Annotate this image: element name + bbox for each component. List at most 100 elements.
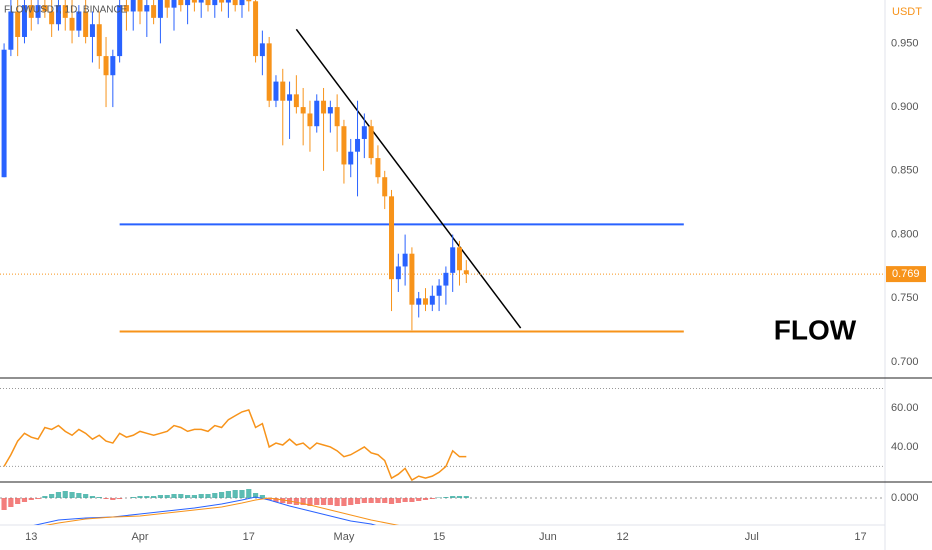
histogram-bar	[273, 498, 279, 502]
candle-body	[368, 126, 374, 159]
candle-body	[35, 5, 41, 18]
x-tick-label: 13	[25, 531, 37, 543]
last-price-label: 0.769	[892, 268, 920, 280]
histogram-bar	[130, 497, 136, 498]
candle-body	[198, 0, 204, 3]
candle-body	[205, 0, 211, 6]
x-tick-label: Apr	[131, 531, 148, 543]
histogram-bar	[341, 498, 347, 506]
histogram-bar	[110, 498, 116, 500]
histogram-bar	[103, 498, 109, 499]
candle-body	[178, 0, 184, 6]
histogram-bar	[388, 498, 395, 504]
trendline	[295, 28, 522, 329]
histogram-bar	[416, 498, 422, 501]
candle-body	[293, 94, 299, 108]
candle-body	[1, 49, 7, 178]
histogram-bar	[354, 498, 361, 504]
candle-body	[55, 5, 61, 25]
histogram-bar	[436, 497, 442, 498]
histogram-bar	[171, 494, 177, 498]
candle-body	[436, 285, 442, 296]
candle-body	[300, 107, 306, 114]
histogram-bar	[382, 498, 388, 503]
candle-body	[130, 0, 136, 12]
candle-body	[151, 5, 157, 18]
histogram-bar	[320, 498, 327, 505]
histogram-bar	[137, 496, 143, 498]
candle-body	[185, 0, 191, 6]
histogram-bar	[402, 498, 408, 502]
candle-body	[144, 5, 150, 12]
candle-body	[253, 1, 259, 57]
histogram-bar	[49, 494, 55, 498]
macd-line	[33, 496, 377, 525]
histogram-bar	[144, 496, 150, 498]
histogram-bar	[300, 498, 306, 505]
histogram-bar	[164, 495, 170, 498]
candle-body	[212, 0, 218, 6]
histogram-bar	[422, 498, 429, 500]
candle-body	[137, 0, 143, 12]
histogram-bar	[368, 498, 374, 503]
chart-title: FLOWUSDT, 1D, BINANCE	[4, 5, 128, 16]
histogram-bar	[450, 496, 456, 498]
candle-body	[76, 11, 82, 31]
histogram-bar	[218, 492, 225, 498]
macd-line	[44, 497, 400, 525]
candle-body	[62, 5, 68, 18]
histogram-bar	[239, 490, 245, 498]
candle-body	[123, 5, 129, 12]
histogram-bar	[42, 496, 48, 498]
last-price-box	[886, 266, 926, 283]
x-tick-label: May	[334, 531, 355, 543]
histogram-bar	[252, 493, 259, 498]
candle-body	[287, 94, 293, 101]
candle-body	[259, 43, 265, 57]
candle-body	[42, 5, 48, 12]
candle-body	[361, 126, 367, 139]
candle-body	[239, 0, 245, 6]
histogram-bar	[83, 494, 89, 498]
candle-body	[15, 11, 21, 37]
histogram-bar	[89, 496, 96, 498]
histogram-bar	[117, 498, 123, 499]
candle-body	[429, 295, 435, 305]
histogram-bar	[212, 493, 218, 498]
histogram-bar	[266, 498, 272, 500]
histogram-bar	[198, 494, 204, 498]
rsi-pane	[0, 388, 885, 482]
candle-body	[273, 81, 279, 101]
x-tick-label: 12	[617, 531, 629, 543]
candle-body	[321, 100, 327, 114]
price-pane	[0, 0, 885, 333]
histogram-bar	[246, 489, 252, 498]
macd-pane	[0, 489, 885, 525]
histogram-bar	[8, 498, 14, 507]
histogram-bar	[443, 497, 449, 498]
candle-body	[89, 24, 95, 37]
candle-body	[423, 298, 429, 305]
candle-body	[450, 247, 456, 273]
histogram-bar	[334, 498, 340, 506]
candle-body	[463, 270, 469, 275]
candle-body	[49, 11, 55, 25]
histogram-bar	[96, 497, 102, 498]
histogram-bar	[15, 498, 21, 504]
candle-body	[232, 0, 238, 6]
candle-body	[341, 126, 347, 165]
histogram-bar	[185, 495, 191, 498]
histogram-bar	[409, 498, 415, 502]
candle-body	[382, 177, 388, 197]
candle-body	[456, 247, 462, 271]
histogram-bar	[157, 495, 164, 498]
candle-body	[96, 24, 102, 57]
candle-body	[103, 56, 109, 76]
candle-body	[348, 151, 354, 165]
candle-body	[83, 11, 89, 37]
histogram-bar	[259, 495, 265, 498]
y-tick-label: 0.850	[891, 165, 919, 177]
candle-body	[157, 0, 163, 18]
candle-body	[334, 107, 340, 127]
